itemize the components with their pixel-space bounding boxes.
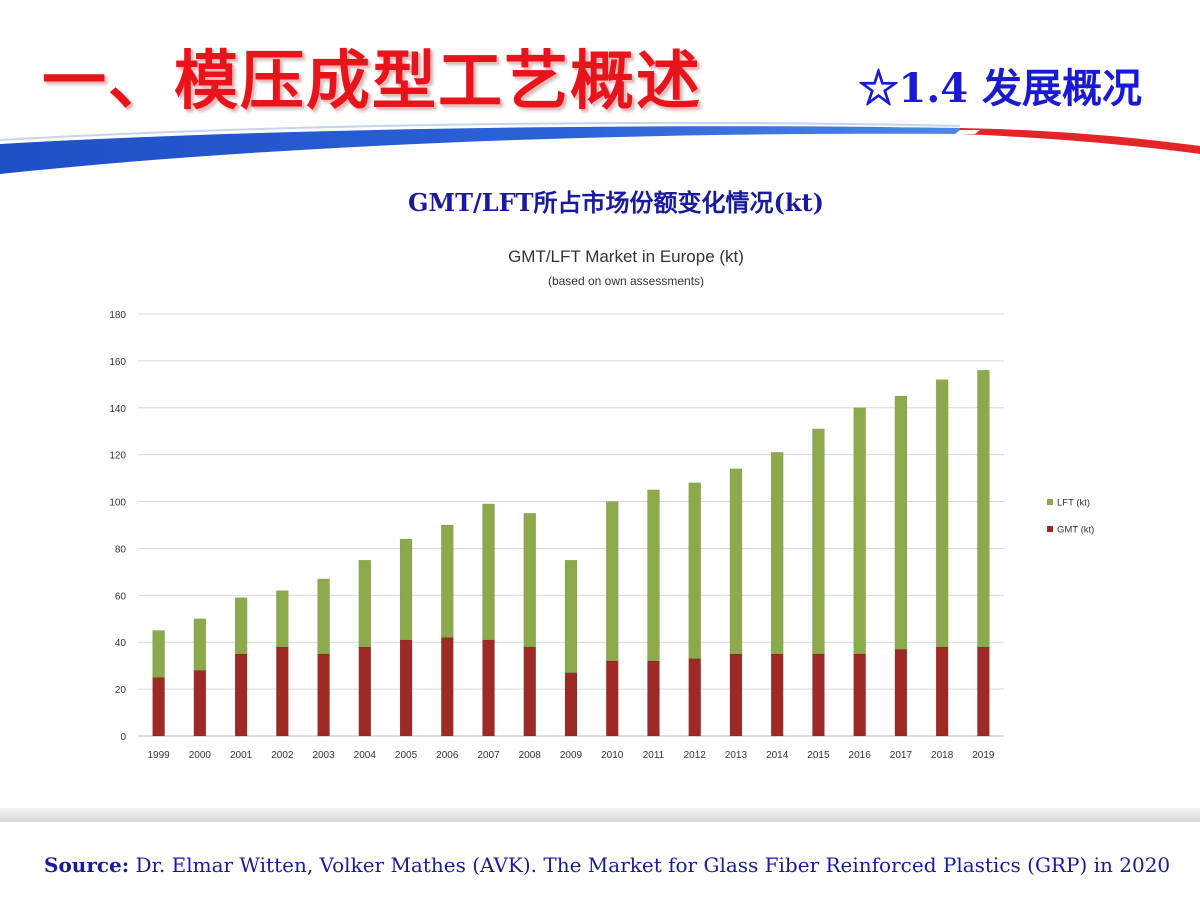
bar-lft xyxy=(317,578,330,655)
axes: 0 20 40 60 80 100 120 140 160 180 1999 2000 2001 2002… xyxy=(109,310,995,761)
x-tick-label: 2012 xyxy=(684,750,707,761)
bar-gmt xyxy=(564,672,578,737)
chart-title: GMT/LFT Market in Europe (kt) xyxy=(508,247,744,266)
chart-heading: GMT/LFT所占市场份额变化情况(kt) xyxy=(408,188,824,217)
bar-lft xyxy=(894,395,908,650)
bar-lft xyxy=(276,590,289,648)
bar-gmt xyxy=(276,646,289,737)
header-banner xyxy=(0,121,1200,174)
bar-gmt xyxy=(894,649,908,737)
bar-lft xyxy=(523,513,537,648)
x-tick-label: 2014 xyxy=(766,750,789,761)
x-tick-label: 2008 xyxy=(519,750,542,761)
x-tick-label: 2004 xyxy=(354,750,377,761)
y-tick-label: 0 xyxy=(120,732,126,743)
bar-gmt xyxy=(234,653,248,737)
bar-lft xyxy=(234,597,248,655)
x-tick-label: 2000 xyxy=(189,750,212,761)
x-tick-label: 2010 xyxy=(601,750,624,761)
y-tick-label: 40 xyxy=(115,638,127,649)
y-tick-label: 100 xyxy=(109,498,126,509)
slide-title: 一、模压成型工艺概述 xyxy=(42,45,702,119)
y-tick-label: 180 xyxy=(109,310,126,321)
bar-lft xyxy=(688,482,701,659)
chart-subtitle: (based on own assessments) xyxy=(548,274,704,288)
x-tick-label: 2019 xyxy=(972,750,995,761)
bar-gmt xyxy=(647,660,660,737)
bar-lft xyxy=(358,559,372,648)
x-tick-label: 2005 xyxy=(395,750,418,761)
bar-gmt xyxy=(441,637,454,737)
bar-lft xyxy=(482,503,495,641)
bar-gmt xyxy=(812,653,825,737)
bar-lft xyxy=(605,501,619,662)
x-tick-label: 2003 xyxy=(312,750,335,761)
source-label: Source: xyxy=(44,853,130,877)
legend-swatch xyxy=(1047,526,1053,532)
bar-lft xyxy=(729,468,743,655)
y-tick-label: 60 xyxy=(115,591,127,602)
x-tick-label: 2009 xyxy=(560,750,583,761)
bar-gmt xyxy=(358,646,372,737)
bar-gmt xyxy=(935,646,949,737)
y-tick-label: 160 xyxy=(109,357,126,368)
bar-gmt xyxy=(152,677,165,737)
bar-lft xyxy=(399,538,413,641)
bar-gmt xyxy=(482,639,495,737)
y-tick-label: 80 xyxy=(115,544,127,555)
section-label: ☆1.4 发展概况 xyxy=(858,65,1142,112)
bar-gmt xyxy=(605,660,619,737)
x-tick-label: 2002 xyxy=(271,750,294,761)
bar-gmt xyxy=(193,670,207,737)
bar-gmt xyxy=(977,646,990,737)
footer-band xyxy=(0,808,1200,822)
legend-swatch xyxy=(1047,499,1053,505)
y-tick-label: 120 xyxy=(109,451,126,462)
bars xyxy=(152,370,990,737)
bar-lft xyxy=(193,618,207,671)
bar-lft xyxy=(564,559,578,673)
bar-lft xyxy=(152,630,165,678)
x-tick-label: 2015 xyxy=(807,750,830,761)
chart: GMT/LFT Market in Europe (kt) (based on … xyxy=(109,247,1094,761)
legend: LFT (kt) GMT (kt) xyxy=(1047,498,1094,536)
x-tick-label: 2007 xyxy=(477,750,500,761)
bar-gmt xyxy=(853,653,866,737)
bar-lft xyxy=(812,428,825,655)
bar-lft xyxy=(647,489,660,662)
bar-gmt xyxy=(523,646,537,737)
x-tick-label: 1999 xyxy=(147,750,170,761)
y-tick-label: 20 xyxy=(115,685,127,696)
bar-gmt xyxy=(729,653,743,737)
source-note: Source: Dr. Elmar Witten, Volker Mathes … xyxy=(44,853,1194,877)
bar-lft xyxy=(770,452,784,655)
x-tick-label: 2013 xyxy=(725,750,748,761)
bar-lft xyxy=(853,407,866,655)
bar-lft xyxy=(441,524,454,638)
x-tick-label: 2006 xyxy=(436,750,459,761)
x-tick-label: 2018 xyxy=(931,750,954,761)
y-tick-label: 140 xyxy=(109,404,126,415)
legend-label: LFT (kt) xyxy=(1057,498,1090,509)
bar-gmt xyxy=(770,653,784,737)
x-tick-label: 2016 xyxy=(849,750,872,761)
x-tick-label: 2017 xyxy=(890,750,913,761)
x-tick-label: 2011 xyxy=(643,750,665,761)
source-text: Dr. Elmar Witten, Volker Mathes (AVK). T… xyxy=(129,853,1171,877)
legend-label: GMT (kt) xyxy=(1057,525,1094,536)
bar-lft xyxy=(977,370,990,648)
bar-gmt xyxy=(688,658,701,737)
bar-gmt xyxy=(399,639,413,737)
bar-gmt xyxy=(317,653,330,737)
bar-lft xyxy=(935,379,949,648)
x-tick-label: 2001 xyxy=(230,750,253,761)
